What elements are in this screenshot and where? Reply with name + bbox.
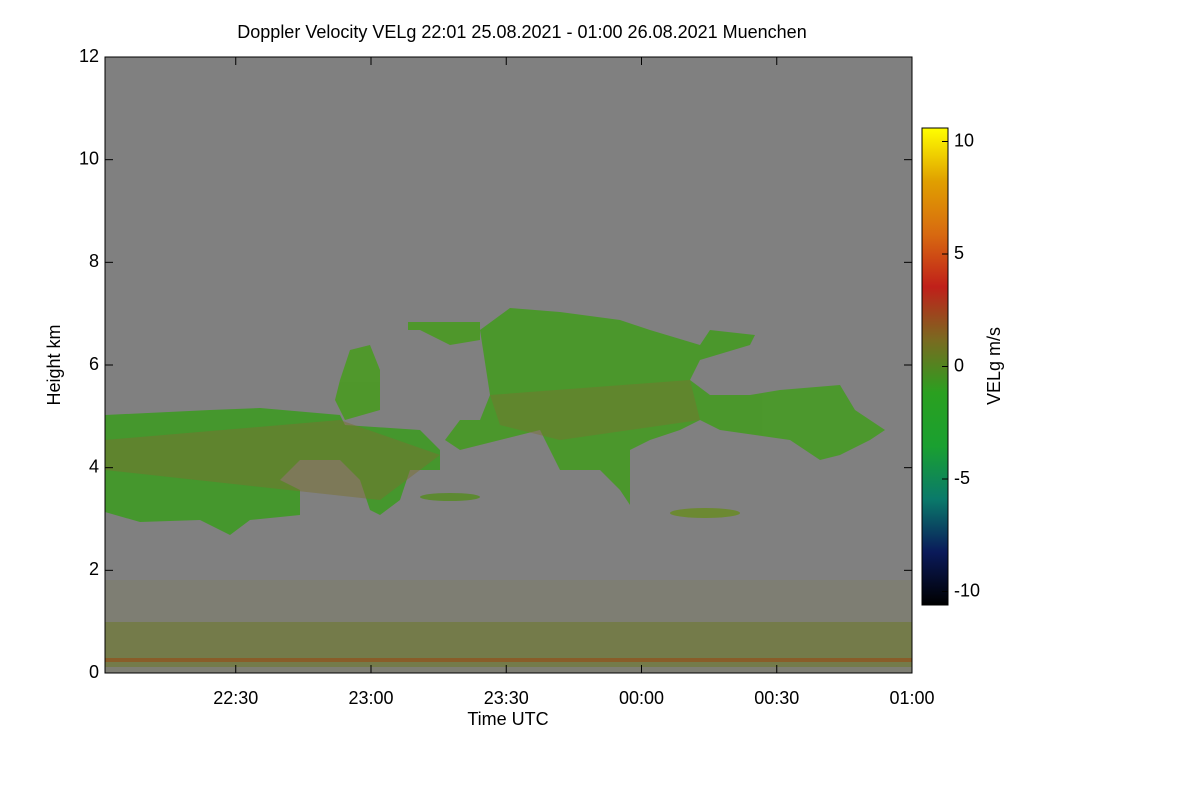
x-axis-label: Time UTC — [467, 709, 548, 729]
y-tick-label: 12 — [79, 46, 99, 66]
colorbar-tick-label: 10 — [954, 130, 974, 150]
x-tick-label: 22:30 — [213, 688, 258, 708]
echo-layer — [105, 308, 912, 673]
y-tick-label: 0 — [89, 662, 99, 682]
y-tick-label: 2 — [89, 559, 99, 579]
y-tick-label: 6 — [89, 354, 99, 374]
chart-title: Doppler Velocity VELg 22:01 25.08.2021 -… — [237, 22, 806, 42]
y-tick-label: 10 — [79, 148, 99, 168]
x-tick-label: 23:30 — [484, 688, 529, 708]
colorbar-tick-label: -5 — [954, 468, 970, 488]
x-tick-label: 00:30 — [754, 688, 799, 708]
y-tick-label: 8 — [89, 251, 99, 271]
x-tick-label: 00:00 — [619, 688, 664, 708]
colorbar-tick-label: -10 — [954, 580, 980, 600]
y-tick-label: 4 — [89, 456, 99, 476]
colorbar-tick-label: 0 — [954, 355, 964, 375]
colorbar-label: VELg m/s — [984, 327, 1004, 405]
x-tick-label: 01:00 — [889, 688, 934, 708]
colorbar-tick-label: 5 — [954, 243, 964, 263]
y-axis-label: Height km — [44, 324, 64, 405]
x-tick-label: 23:00 — [348, 688, 393, 708]
